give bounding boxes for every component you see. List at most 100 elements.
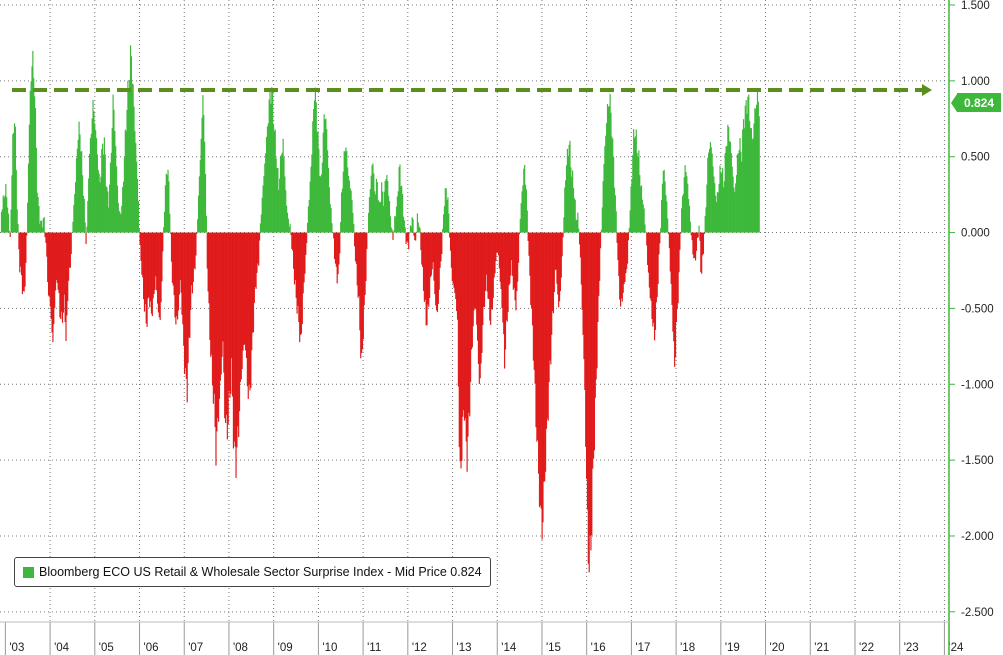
- bar: [534, 232, 536, 384]
- bar: [741, 161, 743, 233]
- bar: [662, 170, 664, 233]
- bar: [569, 140, 571, 233]
- bar: [656, 232, 658, 298]
- bar: [96, 154, 98, 233]
- bar: [92, 100, 94, 233]
- bar: [150, 232, 152, 302]
- bar: [432, 232, 434, 263]
- bar: [218, 232, 220, 422]
- bar: [705, 207, 707, 233]
- bar: [754, 108, 756, 233]
- bar: [289, 223, 291, 233]
- bar: [583, 232, 585, 360]
- bar: [649, 232, 651, 299]
- bar: [361, 232, 363, 354]
- bar: [181, 232, 183, 315]
- bar: [483, 232, 485, 308]
- bar: [165, 173, 167, 233]
- bar: [284, 176, 286, 233]
- bar: [522, 185, 524, 233]
- bar: [749, 127, 752, 233]
- bar: [653, 232, 655, 323]
- bar: [129, 45, 132, 233]
- bar: [156, 232, 159, 304]
- bar: [545, 232, 547, 472]
- bar: [538, 232, 541, 508]
- bar: [263, 176, 265, 233]
- bar: [88, 178, 90, 233]
- bar: [97, 169, 99, 233]
- bar: [41, 227, 44, 233]
- bar: [67, 232, 69, 302]
- bar: [429, 232, 431, 298]
- bar: [126, 110, 128, 233]
- bar: [615, 211, 617, 233]
- bar: [274, 129, 276, 233]
- bar: [637, 156, 639, 233]
- bar: [504, 232, 507, 350]
- bar: [550, 232, 552, 365]
- bar: [412, 219, 414, 233]
- bar: [27, 163, 30, 233]
- y-tick-label: -2.000: [961, 531, 994, 543]
- bar: [479, 232, 481, 379]
- bar: [638, 150, 640, 233]
- bar: [90, 133, 92, 233]
- bar: [726, 145, 728, 233]
- bar: [288, 226, 290, 233]
- bar: [66, 232, 68, 316]
- bar: [334, 232, 337, 264]
- bar: [546, 232, 548, 419]
- bar: [111, 127, 113, 233]
- bar: [648, 232, 650, 288]
- bar: [609, 93, 611, 233]
- bar: [268, 99, 270, 233]
- bar: [312, 121, 314, 233]
- bar: [558, 232, 561, 302]
- bar: [466, 232, 468, 472]
- bar: [161, 232, 163, 282]
- bar: [236, 232, 238, 448]
- bar: [240, 232, 242, 380]
- bar: [523, 168, 525, 233]
- bar: [404, 227, 406, 233]
- bar: [329, 203, 331, 233]
- bar: [394, 216, 396, 233]
- bar: [186, 232, 188, 403]
- bar: [640, 185, 643, 233]
- bar: [423, 232, 425, 302]
- bar: [442, 214, 445, 233]
- bar: [299, 232, 301, 343]
- bar: [482, 232, 484, 326]
- bar: [272, 124, 275, 233]
- bar: [540, 232, 542, 509]
- bar: [258, 232, 260, 266]
- bar: [505, 232, 507, 321]
- bar: [438, 232, 440, 290]
- bar: [391, 229, 393, 233]
- bar: [115, 166, 118, 233]
- bar: [524, 164, 526, 233]
- bar: [665, 195, 667, 233]
- bar: [502, 232, 504, 323]
- bar: [570, 167, 572, 233]
- bar: [485, 232, 487, 275]
- bar: [210, 232, 212, 357]
- y-tick-label: 0.000: [961, 228, 990, 240]
- bar: [193, 232, 195, 269]
- bar: [223, 232, 225, 373]
- bar: [710, 147, 712, 233]
- bar: [154, 232, 156, 290]
- bar: [756, 104, 758, 233]
- bar: [345, 147, 347, 233]
- bar: [239, 232, 241, 382]
- bar: [143, 232, 145, 300]
- bar: [549, 232, 551, 361]
- bar: [518, 232, 521, 235]
- bar: [489, 232, 491, 321]
- bar: [78, 121, 80, 233]
- bar: [634, 136, 636, 233]
- bar: [256, 232, 258, 273]
- bar: [148, 232, 150, 298]
- bar: [175, 232, 177, 325]
